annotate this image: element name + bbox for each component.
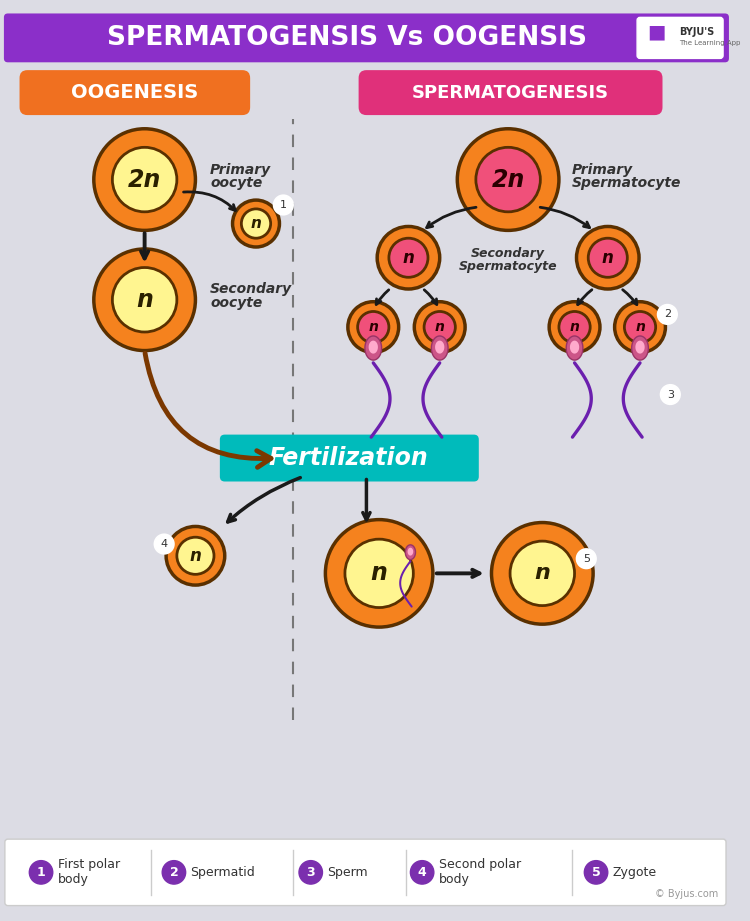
- Text: 1: 1: [280, 200, 286, 210]
- Circle shape: [274, 195, 293, 215]
- Text: 2n: 2n: [491, 168, 525, 192]
- Circle shape: [559, 311, 590, 343]
- Text: The Learning App: The Learning App: [679, 40, 740, 46]
- Text: oocyte: oocyte: [210, 296, 262, 309]
- Text: n: n: [569, 321, 580, 334]
- Text: 4: 4: [418, 866, 427, 879]
- Circle shape: [112, 147, 177, 212]
- Circle shape: [94, 129, 196, 230]
- Text: Primary: Primary: [210, 163, 272, 177]
- Polygon shape: [369, 341, 378, 354]
- Text: n: n: [190, 547, 201, 565]
- Polygon shape: [632, 336, 649, 360]
- Text: n: n: [534, 564, 550, 583]
- Circle shape: [510, 542, 574, 606]
- Text: © Byjus.com: © Byjus.com: [655, 889, 718, 899]
- Circle shape: [476, 147, 540, 212]
- Text: n: n: [635, 321, 645, 334]
- Circle shape: [242, 209, 271, 239]
- FancyBboxPatch shape: [637, 17, 723, 58]
- Polygon shape: [405, 545, 416, 560]
- Text: OOGENESIS: OOGENESIS: [71, 83, 199, 102]
- Circle shape: [154, 534, 174, 554]
- Circle shape: [549, 302, 600, 353]
- Text: 1: 1: [37, 866, 46, 879]
- Circle shape: [458, 129, 559, 230]
- Text: 2n: 2n: [128, 168, 161, 192]
- Text: n: n: [403, 249, 415, 267]
- Circle shape: [377, 227, 440, 289]
- Circle shape: [410, 860, 434, 884]
- FancyArrowPatch shape: [145, 354, 271, 467]
- Text: Sperm: Sperm: [327, 866, 368, 879]
- Circle shape: [166, 527, 225, 585]
- FancyBboxPatch shape: [4, 14, 729, 63]
- Text: Secondary: Secondary: [210, 282, 292, 296]
- Circle shape: [299, 860, 322, 884]
- Circle shape: [326, 519, 433, 627]
- Text: n: n: [602, 249, 613, 267]
- Polygon shape: [635, 341, 645, 354]
- Text: 5: 5: [592, 866, 601, 879]
- Text: SPERMATOGENSIS Vs OOGENSIS: SPERMATOGENSIS Vs OOGENSIS: [107, 25, 587, 51]
- Circle shape: [588, 239, 627, 277]
- Circle shape: [162, 860, 186, 884]
- Text: Spermatocyte: Spermatocyte: [459, 260, 557, 273]
- Text: 2: 2: [664, 309, 671, 320]
- Circle shape: [232, 200, 280, 247]
- Text: Fertilization: Fertilization: [269, 446, 429, 470]
- Circle shape: [577, 549, 596, 568]
- Circle shape: [625, 311, 656, 343]
- Text: n: n: [136, 287, 153, 312]
- Text: BYJU'S: BYJU'S: [679, 27, 714, 37]
- Text: Spermatocyte: Spermatocyte: [572, 177, 681, 191]
- Circle shape: [584, 860, 608, 884]
- Circle shape: [177, 537, 214, 575]
- Circle shape: [345, 539, 413, 608]
- Circle shape: [577, 227, 639, 289]
- Polygon shape: [570, 341, 579, 354]
- Circle shape: [658, 305, 677, 324]
- Text: SPERMATOGENESIS: SPERMATOGENESIS: [412, 84, 609, 101]
- Text: 5: 5: [583, 554, 590, 564]
- Text: 3: 3: [667, 390, 674, 400]
- FancyBboxPatch shape: [20, 70, 250, 115]
- FancyBboxPatch shape: [220, 435, 478, 482]
- Circle shape: [348, 302, 399, 353]
- Text: 3: 3: [307, 866, 315, 879]
- Text: 2: 2: [170, 866, 178, 879]
- Polygon shape: [365, 336, 382, 360]
- Text: ■: ■: [647, 22, 666, 41]
- Text: Primary: Primary: [572, 163, 633, 177]
- Text: n: n: [368, 321, 378, 334]
- Circle shape: [661, 385, 680, 404]
- Circle shape: [389, 239, 428, 277]
- Text: 4: 4: [160, 539, 168, 549]
- Circle shape: [29, 860, 52, 884]
- Text: Secondary: Secondary: [471, 248, 545, 261]
- Circle shape: [424, 311, 455, 343]
- Polygon shape: [435, 341, 444, 354]
- Circle shape: [112, 267, 177, 332]
- Polygon shape: [431, 336, 448, 360]
- Circle shape: [614, 302, 665, 353]
- FancyBboxPatch shape: [5, 839, 726, 905]
- Text: n: n: [435, 321, 445, 334]
- FancyBboxPatch shape: [358, 70, 662, 115]
- Text: n: n: [251, 216, 262, 231]
- Text: Second polar
body: Second polar body: [439, 858, 520, 886]
- Text: First polar
body: First polar body: [58, 858, 120, 886]
- Polygon shape: [566, 336, 583, 360]
- Text: Zygote: Zygote: [613, 866, 657, 879]
- Circle shape: [414, 302, 465, 353]
- Text: oocyte: oocyte: [210, 177, 262, 191]
- Polygon shape: [407, 548, 413, 555]
- Circle shape: [491, 522, 593, 624]
- Text: n: n: [370, 562, 388, 586]
- Circle shape: [94, 249, 196, 351]
- Text: Spermatid: Spermatid: [190, 866, 255, 879]
- Circle shape: [358, 311, 389, 343]
